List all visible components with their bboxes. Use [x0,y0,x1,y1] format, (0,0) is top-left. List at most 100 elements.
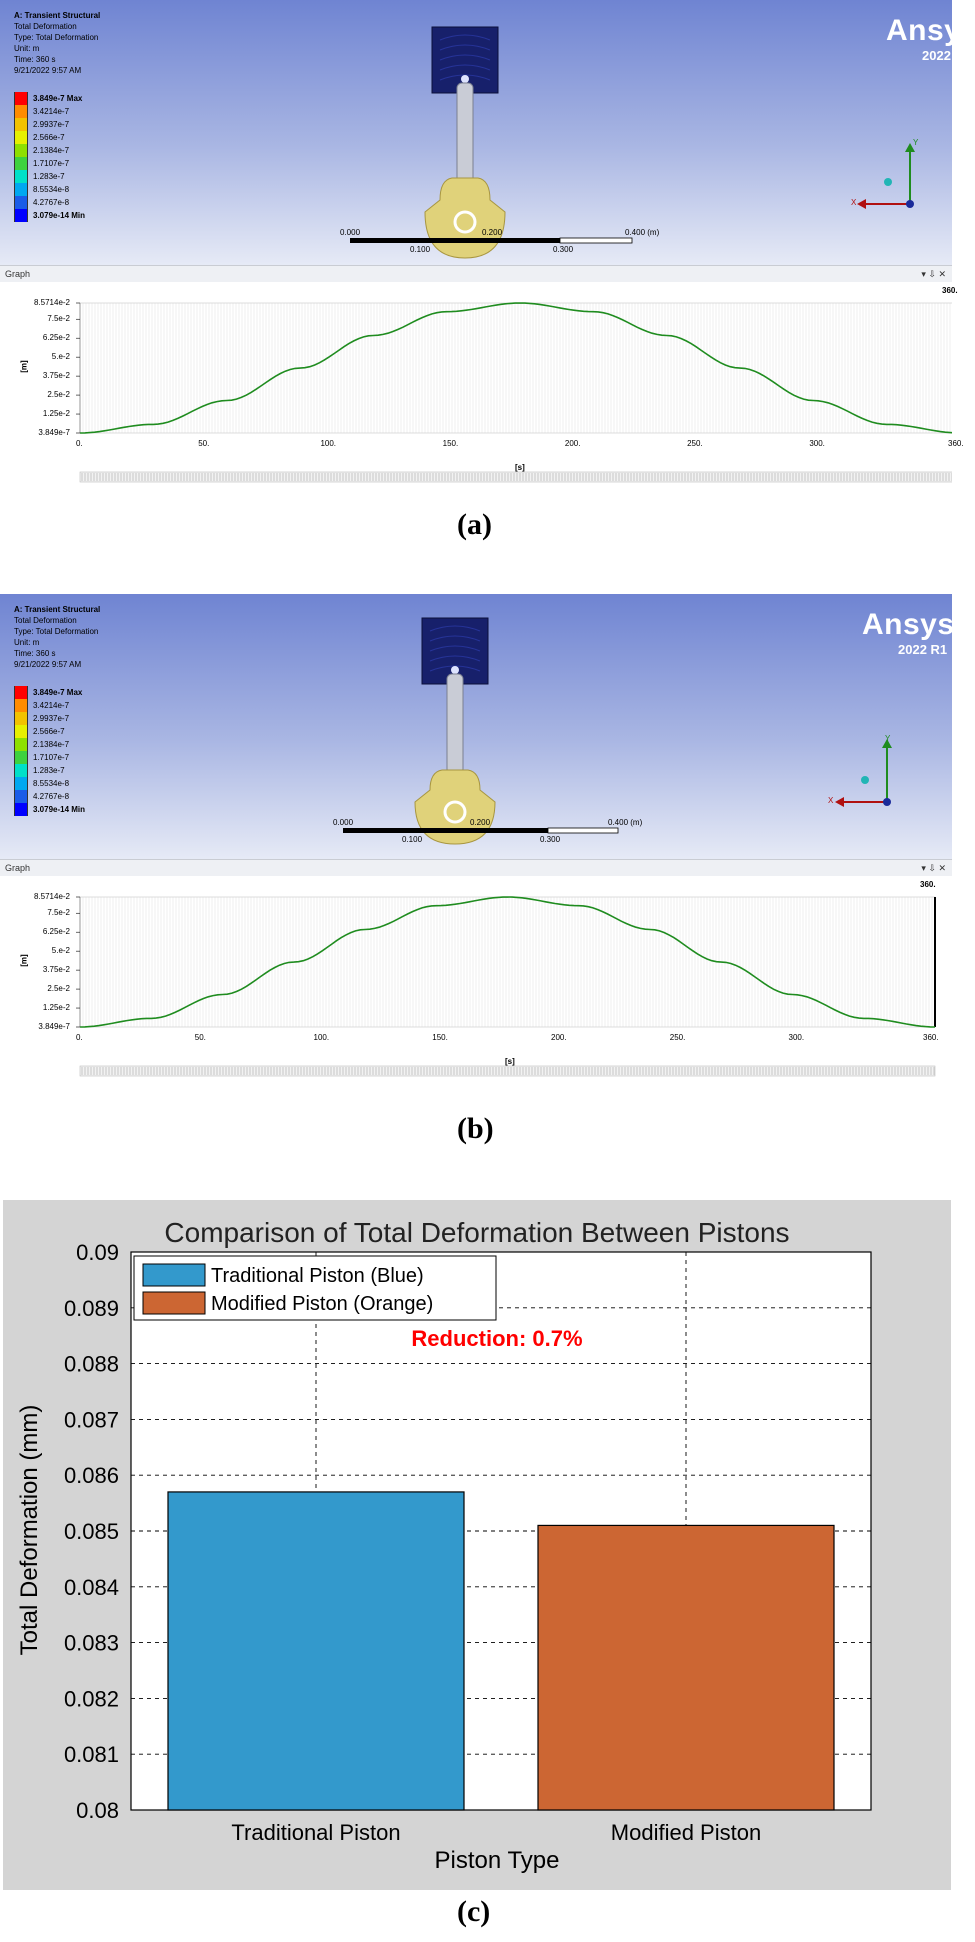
ansys-logo: Ansys [886,14,952,47]
legend-row: 2.1384e-7 [14,738,85,751]
deformation-graph: [m] [s] 360. 8.5714e-2 7.5e-2 6.25e-2 5.e-2… [0,876,952,1084]
graph-toolbar: Graph ▾ ⇩ ✕ [0,859,952,877]
legend-value: 3.849e-7 Max [33,94,83,103]
piston-model [350,26,915,259]
x-tick-label: 150. [442,439,459,448]
caption-b: (b) [457,1112,494,1146]
x-axis-unit: [s] [505,1057,515,1066]
connecting-rod [446,673,464,775]
legend-row: 3.4214e-7 [14,105,85,118]
legend-row: 2.566e-7 [14,131,85,144]
deformation-graph: [m] [s] 360. 8.5714e-2 7.5e-2 6.25e-2 5.e-2… [0,282,964,490]
legend-value: 8.5534e-8 [33,779,70,788]
legend-entry-modified: Modified Piston (Orange) [211,1293,433,1315]
info-line: Type: Total Deformation [14,33,99,42]
graph-toolbar: Graph ▾ ⇩ ✕ [0,265,952,283]
scale-label: 0.100 [402,835,423,844]
legend-swatch [14,790,28,803]
y-tick-label: 0.085 [64,1519,119,1544]
info-line: Time: 360 s [14,55,56,64]
x-tick-label: Modified Piston [611,1820,761,1845]
x-tick-label: 360. [948,439,964,448]
time-end-label: 360. [942,286,958,295]
triad-y-arrow [905,143,915,152]
model-viewport[interactable]: A: Transient Structural Total Deformatio… [0,594,952,859]
triad-x-arrow [835,797,844,807]
y-tick-label: 0.088 [64,1352,119,1377]
y-tick-label: 1.25e-2 [42,1003,70,1013]
legend-swatch [14,92,28,105]
legend-value: 3.079e-14 Min [33,211,86,220]
ansys-logo: Ansys [862,608,952,641]
triad-y-arrow [882,739,892,748]
legend-value: 4.2767e-8 [33,792,70,801]
legend-value: 8.5534e-8 [33,185,70,194]
y-tick-label: 2.5e-2 [47,390,70,400]
y-tick-label: 7.5e-2 [47,908,70,918]
legend-value: 3.079e-14 Min [33,805,86,814]
legend-swatch [14,157,28,170]
legend-value: 4.2767e-8 [33,198,70,207]
x-axis-unit: [s] [515,463,525,472]
crank-journal [453,210,477,234]
contour-legend: 3.849e-7 Max 3.4214e-7 2.9937e-7 2.566e-7 2.… [14,92,85,222]
legend-row: 1.7107e-7 [14,751,85,764]
y-tick-labels: 0.08 0.081 0.082 0.083 0.084 0.085 0.086 0.087 0… [64,1240,119,1823]
y-tick-label: 7.5e-2 [47,314,70,324]
scale-label: 0.100 [410,245,431,254]
legend-value: 2.1384e-7 [33,146,70,155]
caption-text: (c) [457,1895,491,1928]
y-tick-label: 6.25e-2 [42,927,70,937]
legend-swatch [14,170,28,183]
legend-row: 1.283e-7 [14,170,85,183]
y-tick-label: 3.849e-7 [38,428,70,437]
comparison-bar-chart: Comparison of Total Deformation Between … [3,1200,951,1890]
legend-swatch [14,803,28,816]
y-axis-title: Total Deformation (mm) [16,1405,43,1656]
y-tick-label: 3.75e-2 [42,965,70,975]
legend-swatch [14,764,28,777]
x-tick-label: 150. [432,1033,448,1042]
x-scrollbar[interactable] [79,471,952,483]
legend-swatch [14,209,28,222]
scale-label: 0.200 [482,228,503,237]
info-title: A: Transient Structural [14,11,101,20]
crank-journal [443,800,467,824]
connecting-rod [456,82,474,184]
x-tick-label: 0. [76,1033,83,1042]
crank-counterweight [424,177,506,259]
graph-window-controls[interactable]: ▾ ⇩ ✕ [921,269,946,279]
x-tick-label: 50. [198,439,210,448]
legend-swatch [14,183,28,196]
scrollbar-track [79,1065,936,1077]
legend-swatch [14,105,28,118]
legend-value: 2.566e-7 [33,133,65,142]
legend-value: 3.4214e-7 [33,107,70,116]
y-tick-label: 5.e-2 [51,946,70,956]
scale-bar-light [547,827,619,834]
info-line: 9/21/2022 9:57 AM [14,66,82,75]
scale-bar-light [559,237,633,244]
time-end-label: 360. [920,880,936,889]
graph-title: Graph [5,863,31,873]
x-tick-label: 0. [76,439,83,448]
bar-traditional [167,1491,465,1811]
x-axis-title: Piston Type [435,1847,560,1874]
graph-plot [76,302,952,483]
graph-window-controls[interactable]: ▾ ⇩ ✕ [921,863,946,873]
legend-value: 2.9937e-7 [33,120,70,129]
legend-row: 2.9937e-7 [14,118,85,131]
x-scrollbar[interactable] [79,1065,936,1077]
model-viewport[interactable]: A: Transient Structural Total Deformatio… [0,0,952,265]
crank-counterweight [414,769,496,845]
graph-title: Graph [5,269,31,279]
y-tick-label: 0.08 [76,1798,119,1823]
ansys-version: 2022 R1 [922,48,952,63]
legend-row: 2.9937e-7 [14,712,85,725]
y-tick-label: 2.5e-2 [47,984,70,994]
y-tick-label: 0.086 [64,1463,119,1488]
x-tick-label: 250. [687,439,703,448]
y-tick-label: 0.09 [76,1240,119,1265]
bar-marks [167,1491,835,1811]
scale-label: 0.300 [540,835,561,844]
